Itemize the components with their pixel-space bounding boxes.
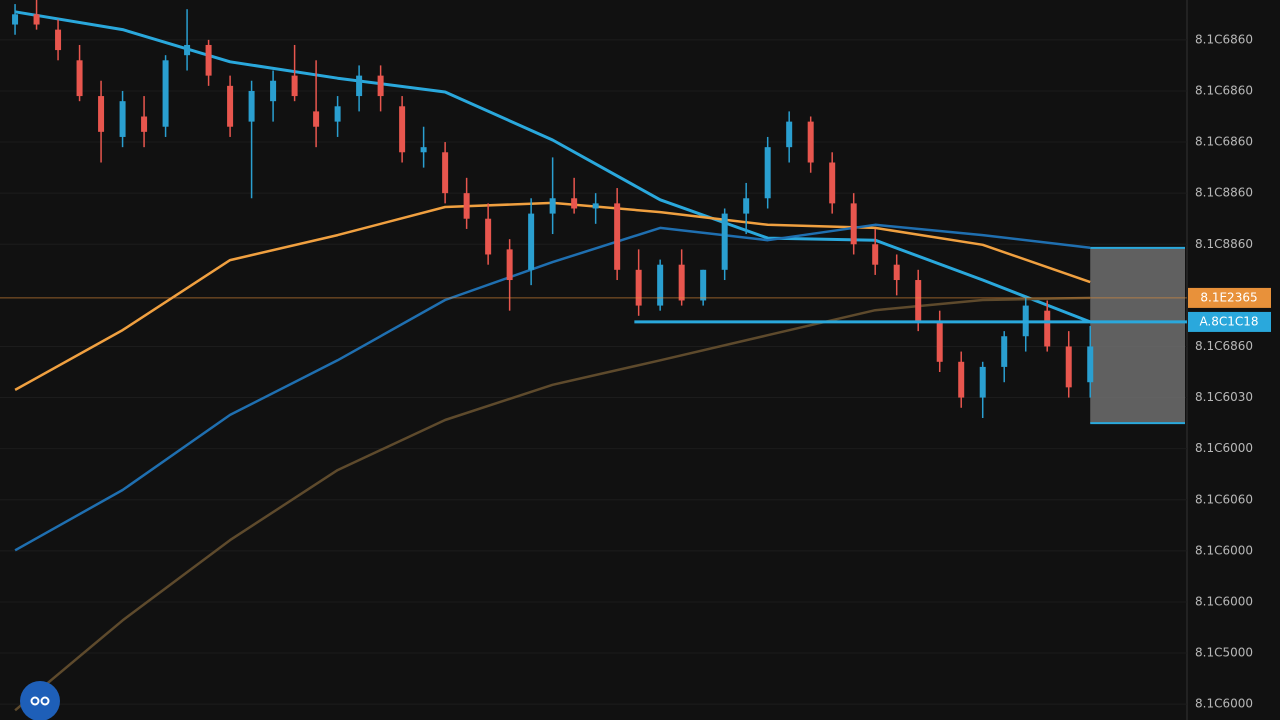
candle-body	[807, 121, 814, 163]
y-tick-label: 8.1C8860	[1195, 237, 1253, 251]
candle-body	[485, 218, 492, 255]
indicator-line	[14, 296, 1091, 712]
candle-body	[334, 106, 341, 122]
candle-body	[743, 198, 750, 214]
candle-body	[850, 203, 857, 245]
candle-body	[141, 116, 148, 132]
candle-body	[614, 203, 621, 270]
button-icon	[30, 696, 40, 706]
candle-body	[227, 85, 234, 127]
candle-body	[592, 203, 599, 209]
candle-body	[893, 264, 900, 281]
y-tick-label: 8.1C5000	[1195, 646, 1253, 660]
candle-body	[184, 44, 191, 56]
button-circle[interactable]	[20, 681, 60, 720]
candle-body	[721, 213, 728, 270]
position-box	[1090, 247, 1185, 424]
candle-body	[1087, 346, 1094, 383]
candle-body	[915, 280, 922, 321]
candle-body	[506, 249, 513, 281]
candle-body	[549, 198, 556, 214]
indicator-line	[14, 10, 1091, 324]
candle-body	[76, 60, 83, 97]
candle-body	[958, 361, 965, 398]
candle-body	[979, 366, 986, 398]
candle-body	[291, 75, 298, 97]
candle-body	[356, 75, 363, 97]
y-tick-label: 8.1C8860	[1195, 186, 1253, 200]
y-tick-label: 8.1C6860	[1195, 135, 1253, 149]
candle-body	[313, 111, 320, 127]
candle-body	[1001, 336, 1008, 367]
candle-body	[205, 44, 212, 76]
candle-body	[764, 147, 771, 199]
y-tick-label: 8.1C6000	[1195, 594, 1253, 608]
candle-body	[119, 101, 126, 137]
candle-body	[635, 269, 642, 306]
candle-body	[528, 213, 535, 270]
price-label: A.8C1C18	[1199, 314, 1258, 328]
y-tick-label: 8.1C6860	[1195, 83, 1253, 97]
candle-body	[12, 14, 19, 25]
candle-body	[872, 244, 879, 265]
price-label-box	[1188, 287, 1271, 308]
candle-body	[442, 152, 449, 194]
candle-body	[55, 29, 62, 51]
candle-body	[657, 264, 664, 306]
candle-body	[829, 162, 836, 204]
candle-body	[420, 147, 427, 153]
candle-body	[399, 106, 406, 153]
candle-body	[936, 320, 943, 362]
y-tick-label: 8.1C6060	[1195, 492, 1253, 506]
candle-body	[162, 60, 169, 127]
candle-body	[377, 75, 384, 97]
y-tick-label: 8.1C6030	[1195, 390, 1253, 404]
candle-body	[571, 198, 578, 209]
candle-body	[463, 193, 470, 219]
candle-body	[1044, 310, 1051, 347]
candle-body	[678, 264, 685, 301]
y-tick-label: 8.1C6000	[1195, 697, 1253, 711]
y-tick-label: 8.1C6000	[1195, 441, 1253, 455]
button-icon	[40, 696, 50, 706]
candle-body	[248, 90, 255, 122]
candle-body	[1065, 346, 1072, 388]
settings-button[interactable]	[20, 681, 60, 720]
candle-body	[270, 80, 277, 102]
y-tick-label: 8.1C6000	[1195, 543, 1253, 557]
indicator-line	[14, 223, 1091, 552]
price-label-box	[1188, 311, 1271, 332]
candle-body	[786, 121, 793, 148]
candle-body	[98, 96, 105, 132]
price-label: 8.1E2365	[1200, 290, 1257, 304]
y-tick-label: 8.1C6860	[1195, 32, 1253, 46]
y-tick-label: 8.1C6860	[1195, 339, 1253, 353]
candle-body	[33, 14, 40, 25]
candle-body	[700, 269, 707, 301]
